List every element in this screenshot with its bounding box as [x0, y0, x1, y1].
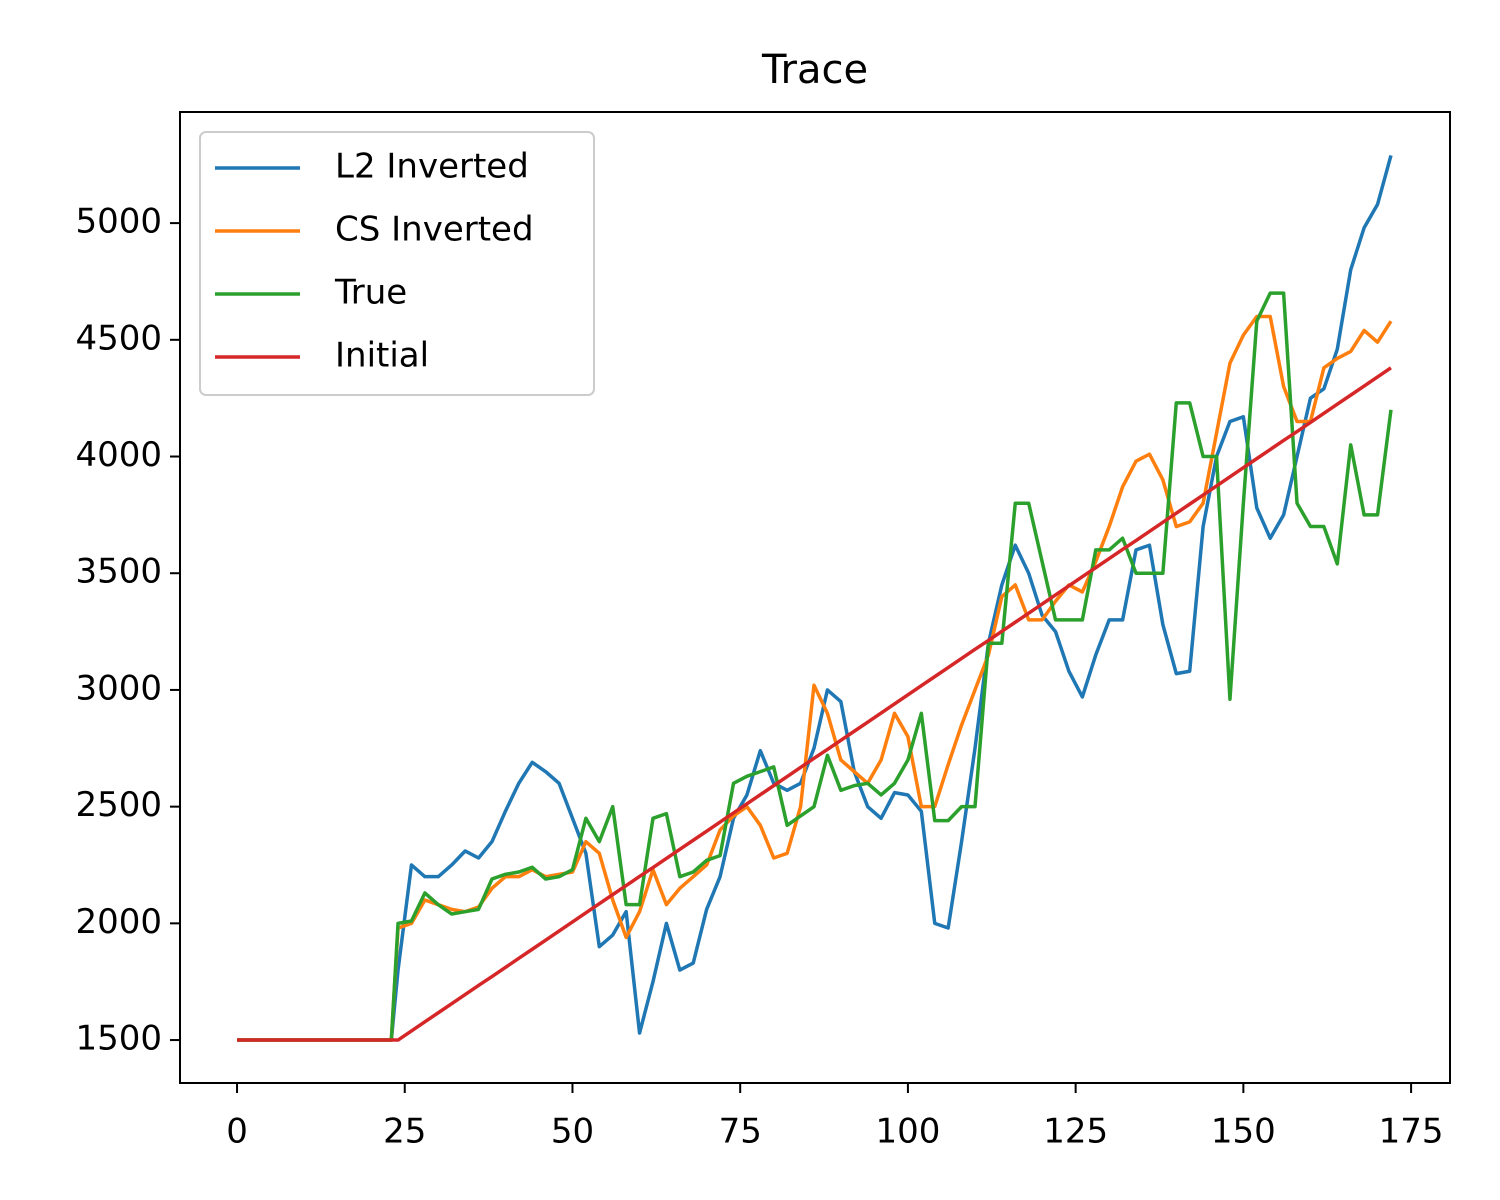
y-tick-label: 4500	[75, 318, 162, 358]
legend-label: L2 Inverted	[335, 147, 529, 187]
x-tick-label: 75	[719, 1112, 762, 1152]
x-tick-label: 50	[551, 1112, 594, 1152]
legend-label: CS Inverted	[335, 210, 534, 250]
y-tick-label: 3000	[75, 668, 162, 708]
y-tick-label: 5000	[75, 202, 162, 242]
plot-frame	[179, 111, 1451, 1084]
x-tick-label: 0	[226, 1112, 248, 1152]
y-tick-label: 3500	[75, 552, 162, 592]
line-series	[237, 314, 1393, 1042]
x-tick-label: 100	[875, 1112, 940, 1152]
y-tick-label: 1500	[75, 1019, 162, 1059]
line-series	[237, 366, 1392, 1042]
x-tick-label: 25	[383, 1112, 426, 1152]
legend-box	[199, 131, 595, 396]
x-tick-label: 125	[1043, 1112, 1108, 1152]
x-tick-label: 175	[1379, 1112, 1444, 1152]
line-series	[237, 154, 1393, 1042]
legend-label: Initial	[335, 336, 429, 376]
legend-label: True	[334, 273, 407, 313]
y-tick-label: 4000	[75, 435, 162, 475]
chart-title: Trace	[761, 47, 868, 93]
x-tick-label: 150	[1211, 1112, 1276, 1152]
y-tick-label: 2500	[75, 785, 162, 825]
line-series	[237, 291, 1393, 1042]
y-tick-label: 2000	[75, 902, 162, 942]
